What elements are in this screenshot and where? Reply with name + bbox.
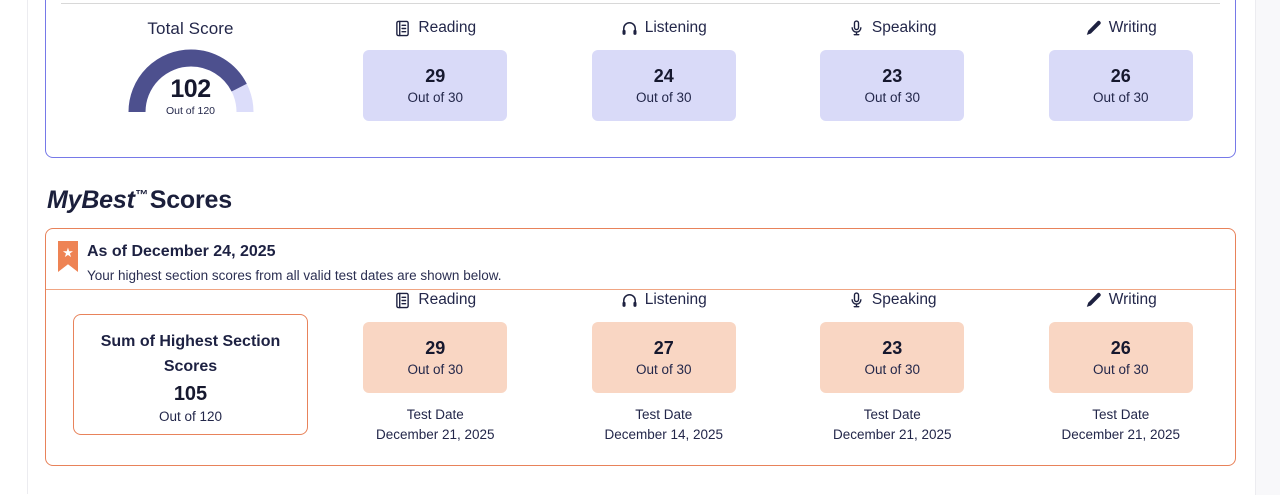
star-icon: ★ [62,245,74,260]
bookmark-star-icon: ★ [58,241,78,272]
latest-writing-column: Writing 26 Out of 30 [1007,19,1236,121]
mybest-subtitle: Your highest section scores from all val… [87,268,502,283]
section-outof: Out of 30 [407,362,464,378]
test-date-value: December 21, 2025 [375,427,495,442]
sum-highest-box: Sum of Highest Section Scores 105 Out of… [73,314,308,435]
total-score-value: 102 [170,75,211,103]
test-date-value: December 21, 2025 [832,427,952,442]
listening-header: Listening [550,19,779,37]
mybest-heading-rest: Scores [149,186,232,214]
mybest-reading-column: Reading 29 Out of 30 Test Date December … [321,291,550,442]
section-label: Reading [418,19,477,36]
sum-highest-outof: Out of 120 [158,408,223,424]
test-date-label: Test Date [1092,407,1150,422]
book-icon [396,20,410,36]
section-label: Speaking [871,19,937,36]
section-outof: Out of 30 [864,90,921,106]
speaking-score-box: 23 Out of 30 [820,322,965,393]
section-label: Listening [644,19,707,36]
section-outof: Out of 30 [635,90,692,106]
total-score-outof: Out of 120 [165,105,216,117]
section-outof: Out of 30 [1092,90,1149,106]
listening-score-box: 24 Out of 30 [591,50,736,121]
reading-score-box: 29 Out of 30 [363,322,508,393]
speaking-header: Speaking [778,291,1007,309]
writing-score-box: 26 Out of 30 [1048,50,1193,121]
writing-score-box: 26 Out of 30 [1048,322,1193,393]
latest-reading-column: Reading 29 Out of 30 [321,19,550,121]
section-score: 23 [882,65,903,86]
pen-icon [1086,20,1101,35]
section-label: Listening [644,291,707,308]
mybest-scores-grid: Sum of Highest Section Scores 105 Out of… [46,291,1235,442]
asof-date-title: As of December 24, 2025 [87,243,276,260]
sum-highest-block: Sum of Highest Section Scores 105 Out of… [46,291,321,442]
total-score-title: Total Score [147,19,234,38]
pen-icon [1086,292,1101,307]
book-icon [396,292,410,308]
total-score-gauge: 102 Out of 120 [126,47,256,119]
latest-speaking-column: Speaking 23 Out of 30 [778,19,1007,121]
writing-header: Writing [1007,291,1236,309]
section-score: 29 [425,65,446,86]
sum-highest-label: Sum of Highest Section Scores [100,333,281,375]
mybest-card-divider [46,289,1235,290]
section-label: Writing [1108,291,1157,308]
headphones-icon [622,21,637,35]
mybest-listening-column: Listening 27 Out of 30 Test Date Decembe… [550,291,779,442]
latest-scores-grid: Total Score 102 Out of 120 [46,19,1235,121]
mybest-brand: MyBest [47,186,135,214]
writing-header: Writing [1007,19,1236,37]
section-score: 26 [1110,337,1131,358]
content-left-divider [27,0,28,494]
mybest-scores-heading: MyBest™Scores [47,186,232,215]
section-outof: Out of 30 [407,90,464,106]
headphones-icon [622,293,637,307]
test-date-value: December 21, 2025 [1061,427,1181,442]
reading-header: Reading [321,291,550,309]
section-score: 27 [653,337,674,358]
speaking-header: Speaking [778,19,1007,37]
test-date-label: Test Date [863,407,921,422]
section-label: Reading [418,291,477,308]
speaking-score-box: 23 Out of 30 [820,50,965,121]
section-score: 29 [425,337,446,358]
section-outof: Out of 30 [635,362,692,378]
gauge-fill [128,49,253,113]
section-label: Writing [1108,19,1157,36]
right-gutter [1255,0,1280,495]
test-date-label: Test Date [406,407,464,422]
section-score: 23 [882,337,903,358]
gauge-svg [128,49,253,113]
reading-score-box: 29 Out of 30 [363,50,508,121]
listening-header: Listening [550,291,779,309]
total-score-block: Total Score 102 Out of 120 [46,19,321,121]
mybest-speaking-column: Speaking 23 Out of 30 Test Date December… [778,291,1007,442]
reading-header: Reading [321,19,550,37]
card-inner-divider [61,3,1220,4]
latest-listening-column: Listening 24 Out of 30 [550,19,779,121]
test-date-label: Test Date [635,407,693,422]
trademark-symbol: ™ [134,187,148,202]
gauge-text: 102 Out of 120 [126,75,256,118]
mybest-scores-card: ★ As of December 24, 2025 Your highest s… [45,228,1236,466]
section-outof: Out of 30 [864,362,921,378]
test-date-value: December 14, 2025 [604,427,724,442]
latest-scores-card: Total Score 102 Out of 120 [45,0,1236,158]
section-score: 24 [653,65,674,86]
microphone-icon [851,19,862,35]
section-label: Speaking [871,291,937,308]
sum-highest-score: 105 [173,382,208,405]
listening-score-box: 27 Out of 30 [591,322,736,393]
section-score: 26 [1110,65,1131,86]
section-outof: Out of 30 [1092,362,1149,378]
mybest-writing-column: Writing 26 Out of 30 Test Date December … [1007,291,1236,442]
microphone-icon [851,291,862,307]
